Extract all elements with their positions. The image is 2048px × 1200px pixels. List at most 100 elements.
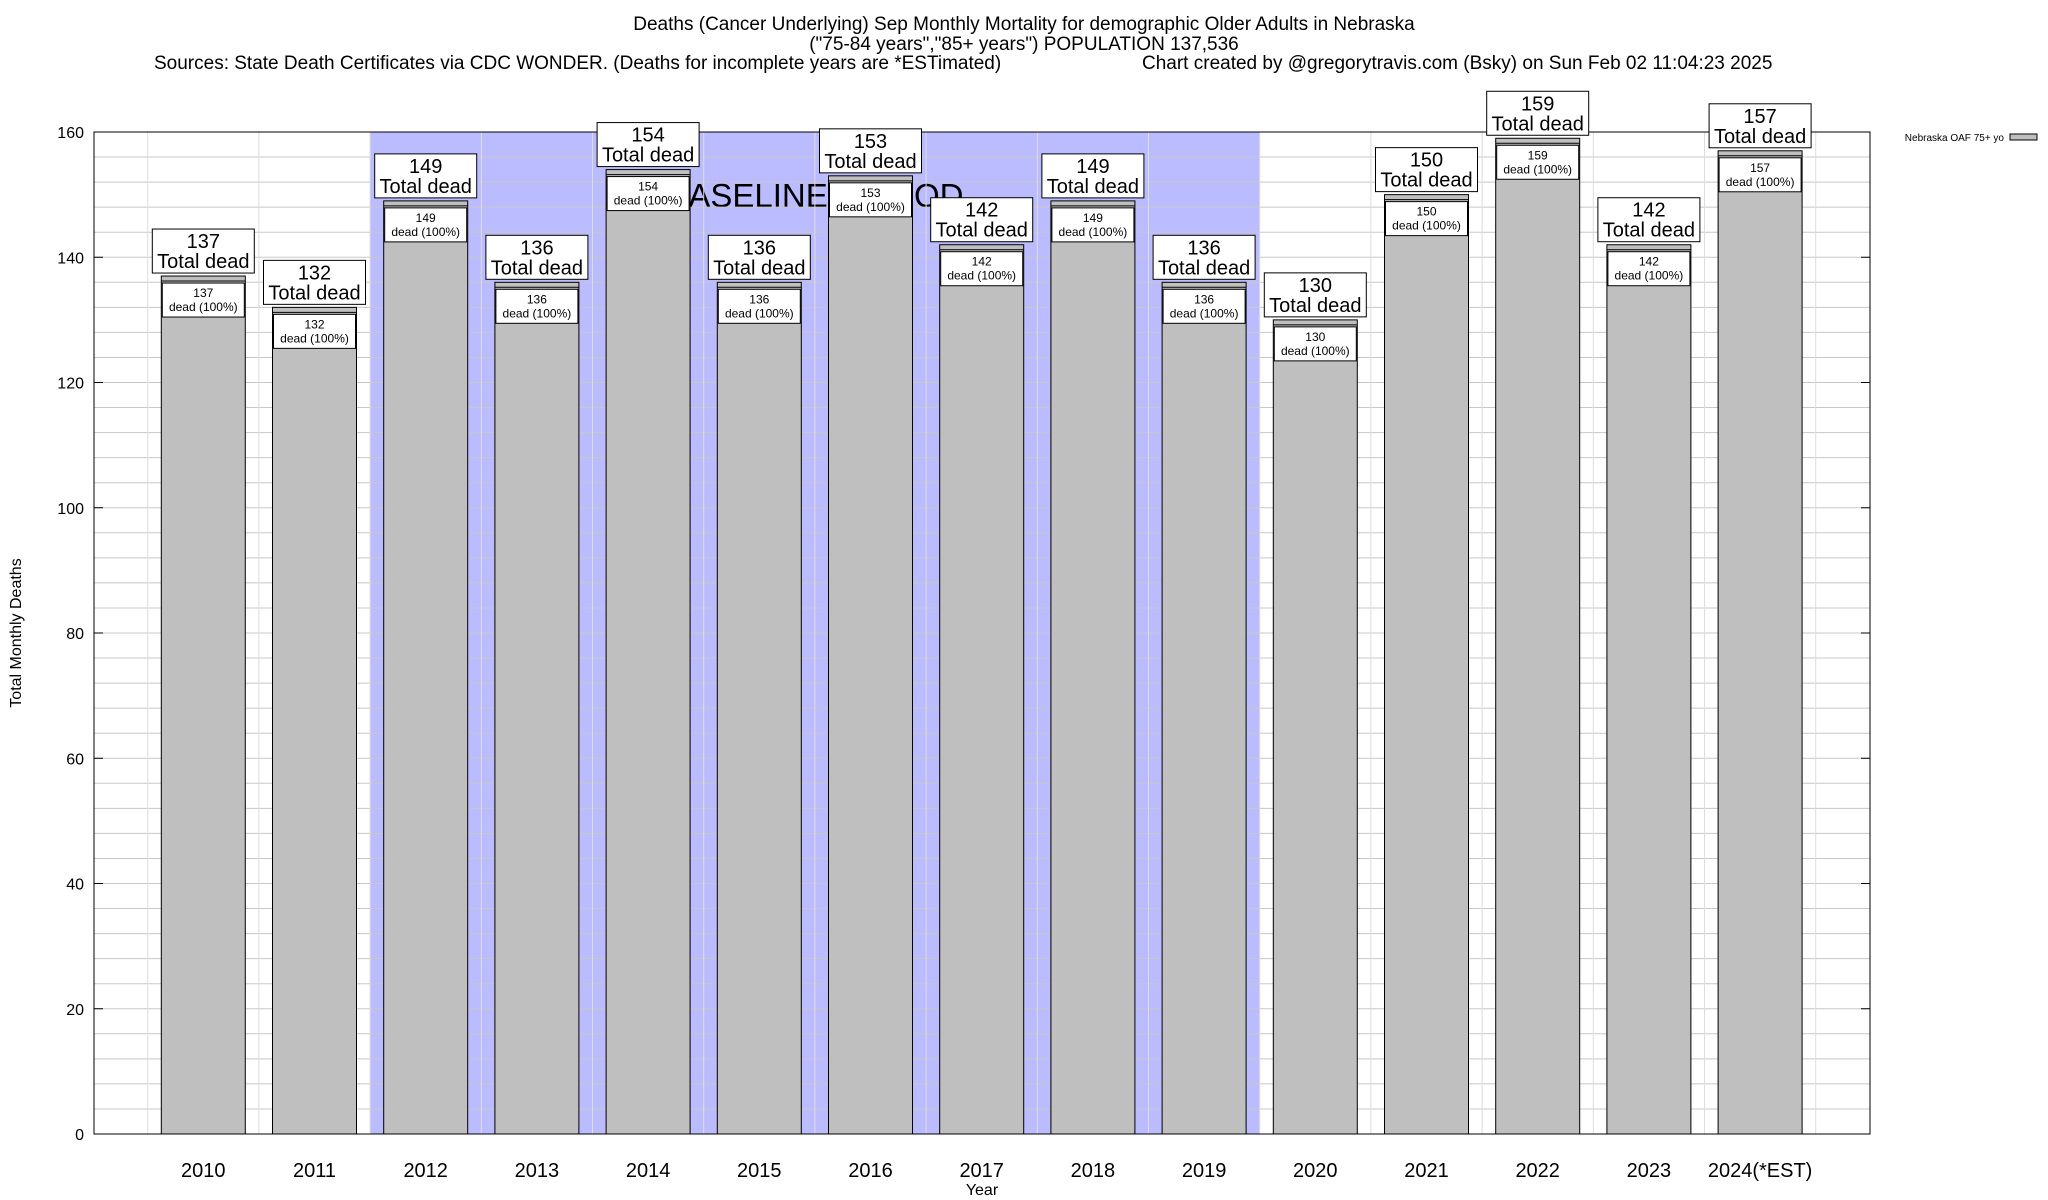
inner-label-text: dead (100%): [836, 200, 905, 214]
x-tick-label: 2014: [626, 1160, 671, 1182]
total-label-value: 157: [1743, 106, 1776, 128]
bar: [1717, 150, 1803, 1135]
legend-label: Nebraska OAF 75+ yo: [1905, 133, 2005, 144]
y-tick-label: 100: [57, 501, 84, 518]
x-tick-label: 2015: [737, 1160, 782, 1182]
inner-label-text: dead (100%): [391, 225, 460, 239]
inner-label-text: dead (100%): [1392, 219, 1461, 233]
inner-label-value: 149: [1083, 211, 1103, 225]
inner-label-box: [495, 288, 579, 324]
x-axis-label: Year: [966, 1182, 999, 1199]
inner-label-text: dead (100%): [1281, 344, 1350, 358]
total-label-text: Total dead: [936, 220, 1028, 242]
total-label-value: 137: [187, 231, 220, 253]
total-label-text: Total dead: [268, 282, 360, 304]
bar: [716, 281, 802, 1135]
x-tick-label: 2021: [1404, 1160, 1449, 1182]
inner-label-box: [161, 282, 245, 318]
total-label-text: Total dead: [1380, 170, 1472, 192]
inner-label-text: dead (100%): [947, 269, 1016, 283]
bar: [1161, 281, 1247, 1135]
total-label-value: 136: [743, 237, 776, 259]
x-tick-label: 2017: [959, 1160, 1004, 1182]
legend-swatch: [2009, 133, 2038, 141]
inner-label-value: 137: [193, 286, 213, 300]
x-tick-label: 2020: [1293, 1160, 1338, 1182]
inner-label-value: 142: [1639, 255, 1659, 269]
x-tick-label: 2011: [293, 1160, 336, 1182]
total-label-text: Total dead: [1158, 257, 1250, 279]
inner-label-text: dead (100%): [1059, 225, 1128, 239]
total-label-text: Total dead: [1269, 295, 1361, 317]
inner-label-box: [273, 313, 356, 349]
inner-label-box: [829, 182, 912, 218]
chart-sources: Sources: State Death Certificates via CD…: [154, 53, 1002, 74]
chart-credit: Chart created by @gregorytravis.com (Bsk…: [1142, 53, 1773, 74]
x-tick-label: 2013: [515, 1160, 560, 1182]
inner-label-value: 130: [1305, 330, 1325, 344]
bar: [605, 169, 691, 1135]
bar: [494, 281, 580, 1135]
y-tick-label: 80: [66, 626, 84, 643]
total-label-box: [263, 259, 366, 305]
bar: [160, 275, 246, 1135]
bar: [1495, 137, 1581, 1135]
chart-title: Deaths (Cancer Underlying) Sep Monthly M…: [633, 14, 1415, 35]
total-label-text: Total dead: [1603, 220, 1695, 242]
total-label-value: 136: [520, 237, 553, 259]
inner-label-text: dead (100%): [1615, 269, 1684, 283]
x-tick-label: 2019: [1182, 1160, 1227, 1182]
inner-label-text: dead (100%): [169, 300, 238, 314]
inner-label-text: dead (100%): [725, 306, 794, 320]
inner-label-value: 154: [638, 180, 658, 194]
total-label-value: 150: [1410, 150, 1443, 172]
bar: [1384, 194, 1469, 1135]
chart-subtitle: ("75-84 years","85+ years") POPULATION 1…: [809, 34, 1239, 55]
bar: [939, 244, 1025, 1135]
inner-label-box: [1162, 288, 1246, 324]
bar: [1606, 244, 1692, 1135]
total-label-box: [1597, 197, 1701, 243]
inner-label-text: dead (100%): [503, 306, 572, 320]
inner-label-text: dead (100%): [614, 194, 683, 208]
total-label-box: [1041, 153, 1145, 199]
y-tick-label: 40: [66, 877, 84, 894]
inner-label-value: 136: [527, 292, 547, 306]
total-label-value: 130: [1299, 275, 1332, 297]
inner-label-text: dead (100%): [1170, 306, 1239, 320]
inner-label-box: [1496, 144, 1580, 180]
y-tick-label: 0: [75, 1127, 84, 1144]
total-label-box: [930, 197, 1034, 243]
inner-label-value: 136: [749, 292, 769, 306]
total-label-text: Total dead: [157, 251, 249, 273]
x-tick-label: 2023: [1627, 1160, 1672, 1182]
inner-label-text: dead (100%): [1726, 175, 1795, 189]
total-label-value: 149: [1076, 156, 1109, 178]
total-label-box: [596, 122, 700, 168]
y-tick-label: 140: [57, 250, 84, 267]
inner-label-box: [1718, 157, 1802, 193]
inner-label-value: 142: [972, 255, 992, 269]
total-label-value: 142: [1632, 200, 1665, 222]
inner-label-box: [1051, 207, 1135, 243]
total-label-box: [1152, 234, 1256, 280]
x-tick-label: 2016: [848, 1160, 893, 1182]
total-label-text: Total dead: [1714, 126, 1806, 148]
inner-label-value: 159: [1528, 148, 1548, 162]
inner-label-box: [1607, 251, 1691, 287]
total-label-box: [1375, 147, 1478, 193]
total-label-value: 149: [409, 156, 442, 178]
inner-label-box: [1385, 201, 1468, 237]
total-label-box: [1263, 272, 1367, 318]
total-label-text: Total dead: [1492, 113, 1584, 135]
total-label-box: [374, 153, 478, 199]
y-tick-label: 20: [66, 1002, 84, 1019]
bar: [1272, 319, 1358, 1135]
y-tick-label: 60: [66, 751, 84, 768]
total-label-text: Total dead: [824, 151, 916, 173]
total-label-text: Total dead: [1047, 176, 1139, 198]
total-label-box: [151, 228, 255, 274]
bar: [272, 306, 357, 1135]
inner-label-box: [384, 207, 468, 243]
